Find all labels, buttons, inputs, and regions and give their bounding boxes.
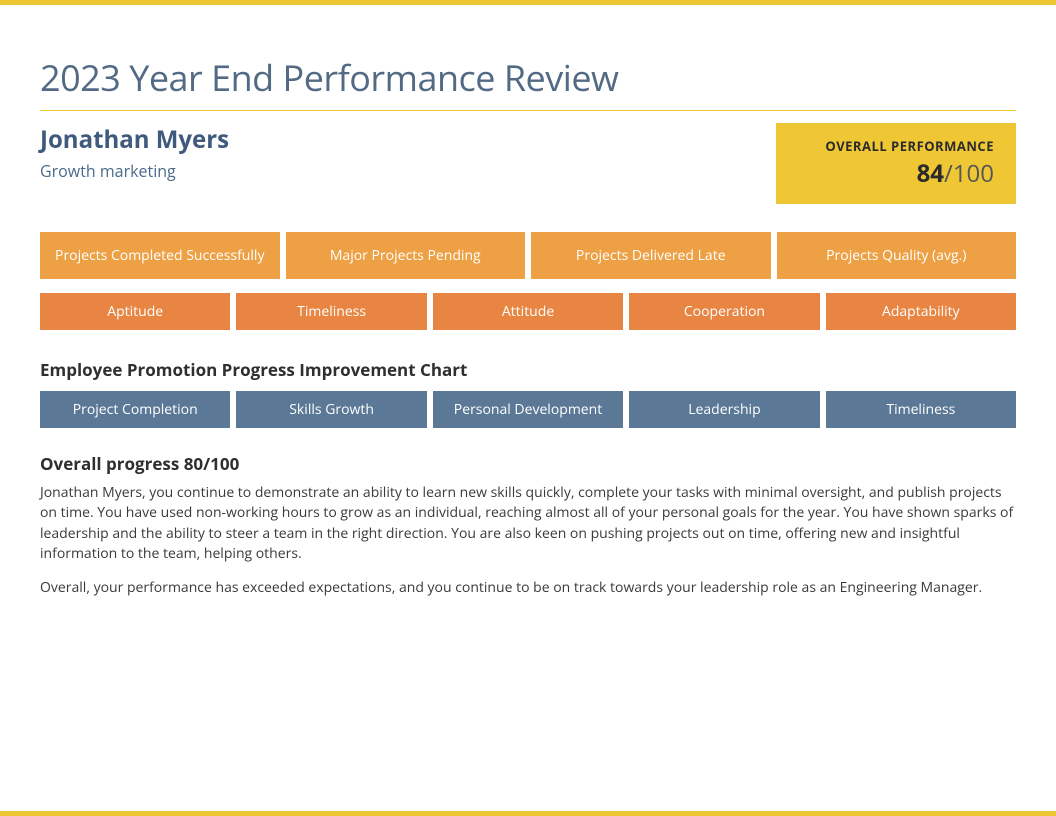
employee-header-row: Jonathan Myers Growth marketing OVERALL … (40, 123, 1016, 204)
trait-metric-card: Timeliness (236, 293, 426, 330)
promotion-metric-card: Personal Development (433, 391, 623, 428)
trait-metric-header: Aptitude (40, 293, 230, 330)
promotion-metric-header: Skills Growth (236, 391, 426, 428)
promotion-chart-heading: Employee Promotion Progress Improvement … (40, 358, 1016, 381)
trait-metric-card: Adaptability (826, 293, 1016, 330)
promotion-metric-header: Timeliness (826, 391, 1016, 428)
trait-metric-header: Cooperation (629, 293, 819, 330)
overall-score-denominator: /100 (944, 157, 994, 190)
project-metric-card: Major Projects Pending (286, 232, 526, 279)
overall-score: 84 (917, 157, 944, 190)
employee-name: Jonathan Myers (40, 123, 229, 156)
project-metric-header: Projects Delivered Late (531, 232, 771, 279)
performance-review-page: 2023 Year End Performance Review Jonatha… (0, 0, 1056, 816)
promotion-metric-card: Timeliness (826, 391, 1016, 428)
summary-paragraph-2: Overall, your performance has exceeded e… (40, 578, 1016, 598)
project-metrics-row: Projects Completed Successfully Major Pr… (40, 232, 1016, 279)
project-metric-card: Projects Quality (avg.) (777, 232, 1017, 279)
overall-performance-box: OVERALL PERFORMANCE 84/100 (776, 123, 1016, 204)
trait-metric-card: Aptitude (40, 293, 230, 330)
summary-paragraph-1: Jonathan Myers, you continue to demonstr… (40, 483, 1016, 564)
project-metric-header: Projects Completed Successfully (40, 232, 280, 279)
promotion-metric-header: Personal Development (433, 391, 623, 428)
trait-metric-header: Timeliness (236, 293, 426, 330)
project-metric-card: Projects Completed Successfully (40, 232, 280, 279)
overall-progress-heading: Overall progress 80/100 (40, 452, 1016, 475)
page-title: 2023 Year End Performance Review (40, 53, 1016, 102)
overall-performance-value: 84/100 (798, 157, 994, 190)
employee-role: Growth marketing (40, 160, 229, 182)
promotion-chart-row: Project Completion Skills Growth Persona… (40, 391, 1016, 428)
promotion-metric-card: Project Completion (40, 391, 230, 428)
overall-performance-label: OVERALL PERFORMANCE (798, 137, 994, 155)
project-metric-card: Projects Delivered Late (531, 232, 771, 279)
employee-info: Jonathan Myers Growth marketing (40, 123, 229, 182)
trait-metrics-row: Aptitude Timeliness Attitude Cooperation… (40, 293, 1016, 330)
promotion-metric-header: Project Completion (40, 391, 230, 428)
trait-metric-card: Attitude (433, 293, 623, 330)
project-metric-header: Projects Quality (avg.) (777, 232, 1017, 279)
trait-metric-card: Cooperation (629, 293, 819, 330)
promotion-metric-card: Leadership (629, 391, 819, 428)
title-divider (40, 110, 1016, 111)
promotion-metric-header: Leadership (629, 391, 819, 428)
trait-metric-header: Attitude (433, 293, 623, 330)
project-metric-header: Major Projects Pending (286, 232, 526, 279)
promotion-metric-card: Skills Growth (236, 391, 426, 428)
trait-metric-header: Adaptability (826, 293, 1016, 330)
